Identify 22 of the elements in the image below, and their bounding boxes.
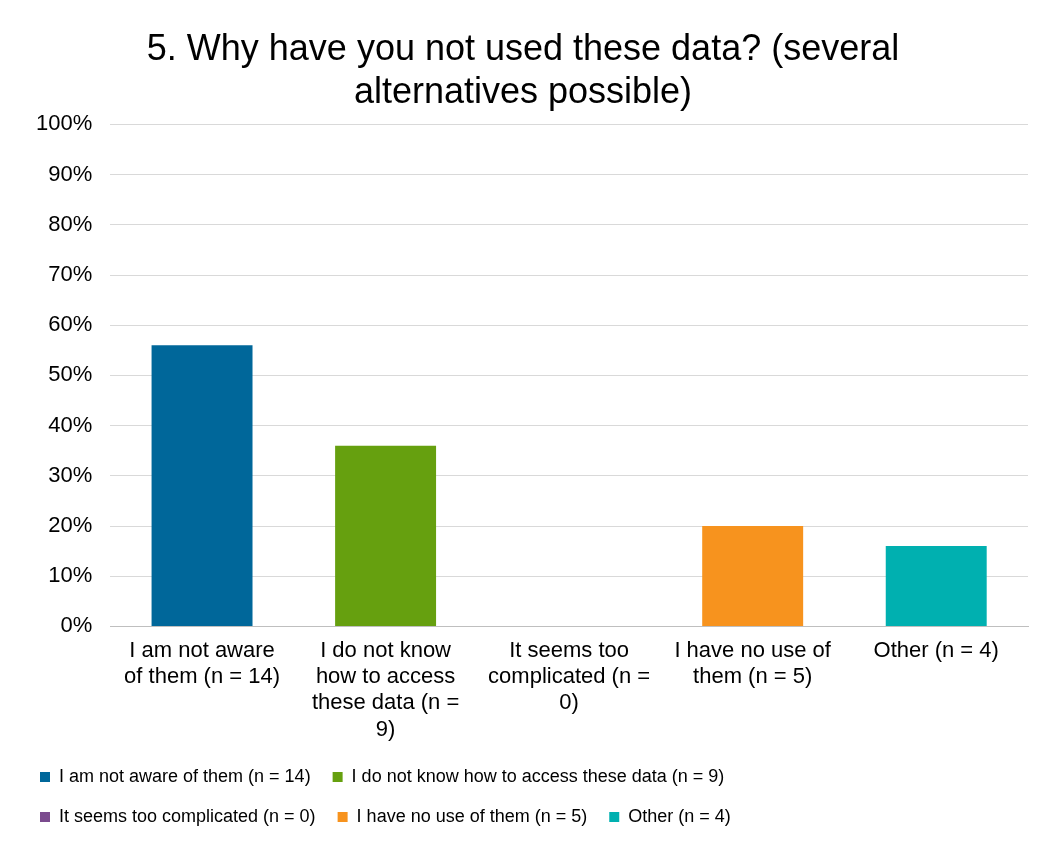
x-tick-label: Other (n = 4) — [873, 636, 999, 662]
y-tick-label: 40% — [48, 411, 93, 437]
y-tick-label: 50% — [48, 361, 93, 387]
y-tick-label: 10% — [48, 562, 93, 588]
y-tick-label: 60% — [48, 311, 93, 337]
y-tick-label: 100% — [35, 110, 93, 136]
legend-label: Other (n = 4) — [628, 805, 731, 826]
y-tick-label: 80% — [48, 210, 93, 236]
chart-title: 5. Why have you not used these data? (several alternatives possible) — [146, 26, 900, 111]
legend-label: I am not aware of them (n = 14) — [59, 765, 311, 786]
y-tick-label: 70% — [48, 261, 93, 287]
legend-label: It seems too complicated (n = 0) — [59, 805, 316, 826]
y-tick-label: 30% — [48, 461, 93, 487]
y-tick-label: 90% — [48, 160, 93, 186]
legend-label: I have no use of them (n = 5) — [356, 805, 588, 826]
legend-label: I do not know how to access these data (n = 9) — [351, 765, 725, 786]
x-tick-label: I am not aware of them (n = 14) — [124, 636, 280, 689]
x-tick-label: It seems too complicated (n = 0) — [488, 636, 651, 715]
y-tick-label: 20% — [48, 512, 93, 538]
x-tick-label: I have no use of them (n = 5) — [674, 636, 832, 689]
x-tick-label: I do not know how to access these data (n = 9) — [311, 636, 460, 741]
y-tick-label: 0% — [60, 612, 93, 638]
